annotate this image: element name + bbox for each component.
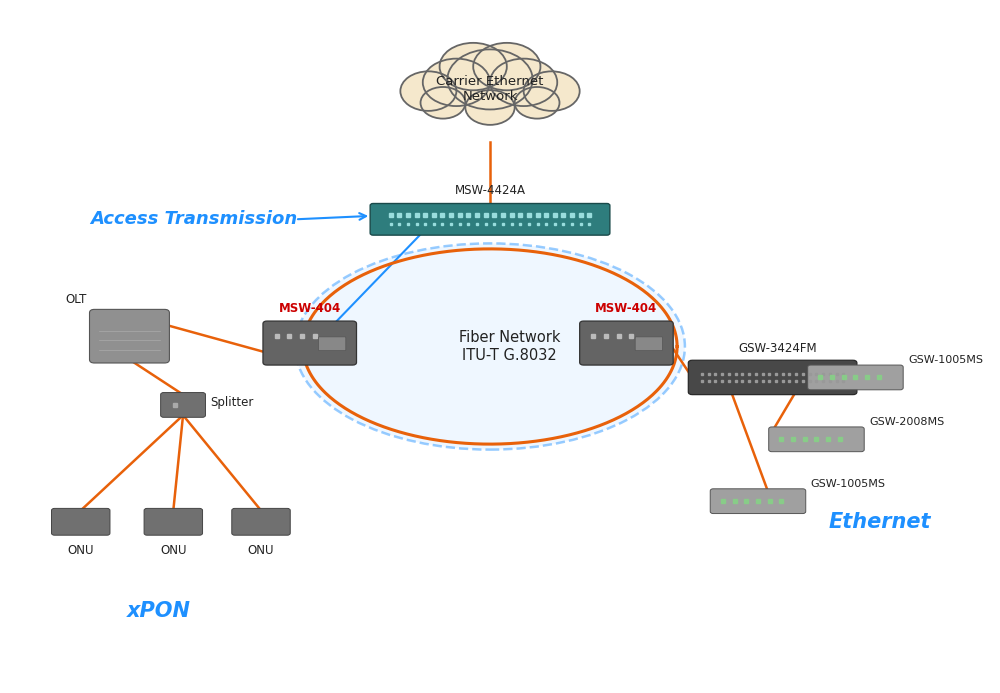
Circle shape bbox=[421, 87, 465, 119]
FancyBboxPatch shape bbox=[808, 365, 903, 389]
FancyBboxPatch shape bbox=[263, 321, 357, 365]
FancyBboxPatch shape bbox=[710, 489, 806, 514]
Text: Fiber Network
ITU-T G.8032: Fiber Network ITU-T G.8032 bbox=[459, 331, 560, 362]
FancyBboxPatch shape bbox=[370, 204, 610, 235]
Circle shape bbox=[447, 49, 533, 109]
FancyBboxPatch shape bbox=[52, 509, 110, 535]
Text: MSW-4424A: MSW-4424A bbox=[455, 184, 526, 198]
Circle shape bbox=[515, 87, 559, 119]
Text: MSW-404: MSW-404 bbox=[595, 302, 658, 315]
FancyBboxPatch shape bbox=[144, 509, 203, 535]
FancyBboxPatch shape bbox=[769, 427, 864, 452]
Circle shape bbox=[490, 59, 557, 106]
Text: Access Transmission: Access Transmission bbox=[90, 210, 298, 228]
Circle shape bbox=[473, 43, 540, 90]
FancyBboxPatch shape bbox=[319, 337, 346, 351]
FancyBboxPatch shape bbox=[635, 337, 662, 351]
Text: OLT: OLT bbox=[65, 293, 87, 306]
Text: ONU: ONU bbox=[160, 544, 187, 557]
Circle shape bbox=[524, 71, 580, 111]
Circle shape bbox=[423, 59, 490, 106]
Circle shape bbox=[400, 71, 456, 111]
FancyBboxPatch shape bbox=[232, 509, 290, 535]
Text: ONU: ONU bbox=[67, 544, 94, 557]
Text: GSW-1005MS: GSW-1005MS bbox=[908, 355, 983, 365]
FancyBboxPatch shape bbox=[580, 321, 673, 365]
Text: GSW-2008MS: GSW-2008MS bbox=[869, 417, 944, 427]
Ellipse shape bbox=[295, 243, 685, 450]
Text: xPON: xPON bbox=[127, 601, 191, 621]
Text: ONU: ONU bbox=[248, 544, 274, 557]
Text: Ethernet: Ethernet bbox=[829, 512, 931, 532]
FancyBboxPatch shape bbox=[90, 309, 169, 363]
Text: GSW-3424FM: GSW-3424FM bbox=[738, 342, 817, 355]
FancyBboxPatch shape bbox=[161, 392, 205, 417]
Text: MSW-404: MSW-404 bbox=[279, 302, 341, 315]
Circle shape bbox=[465, 90, 515, 125]
FancyBboxPatch shape bbox=[688, 360, 857, 394]
Circle shape bbox=[440, 43, 507, 90]
Text: Carrier Ethernet
Network: Carrier Ethernet Network bbox=[436, 75, 544, 103]
Text: GSW-1005MS: GSW-1005MS bbox=[811, 479, 886, 489]
Text: Splitter: Splitter bbox=[210, 396, 254, 409]
